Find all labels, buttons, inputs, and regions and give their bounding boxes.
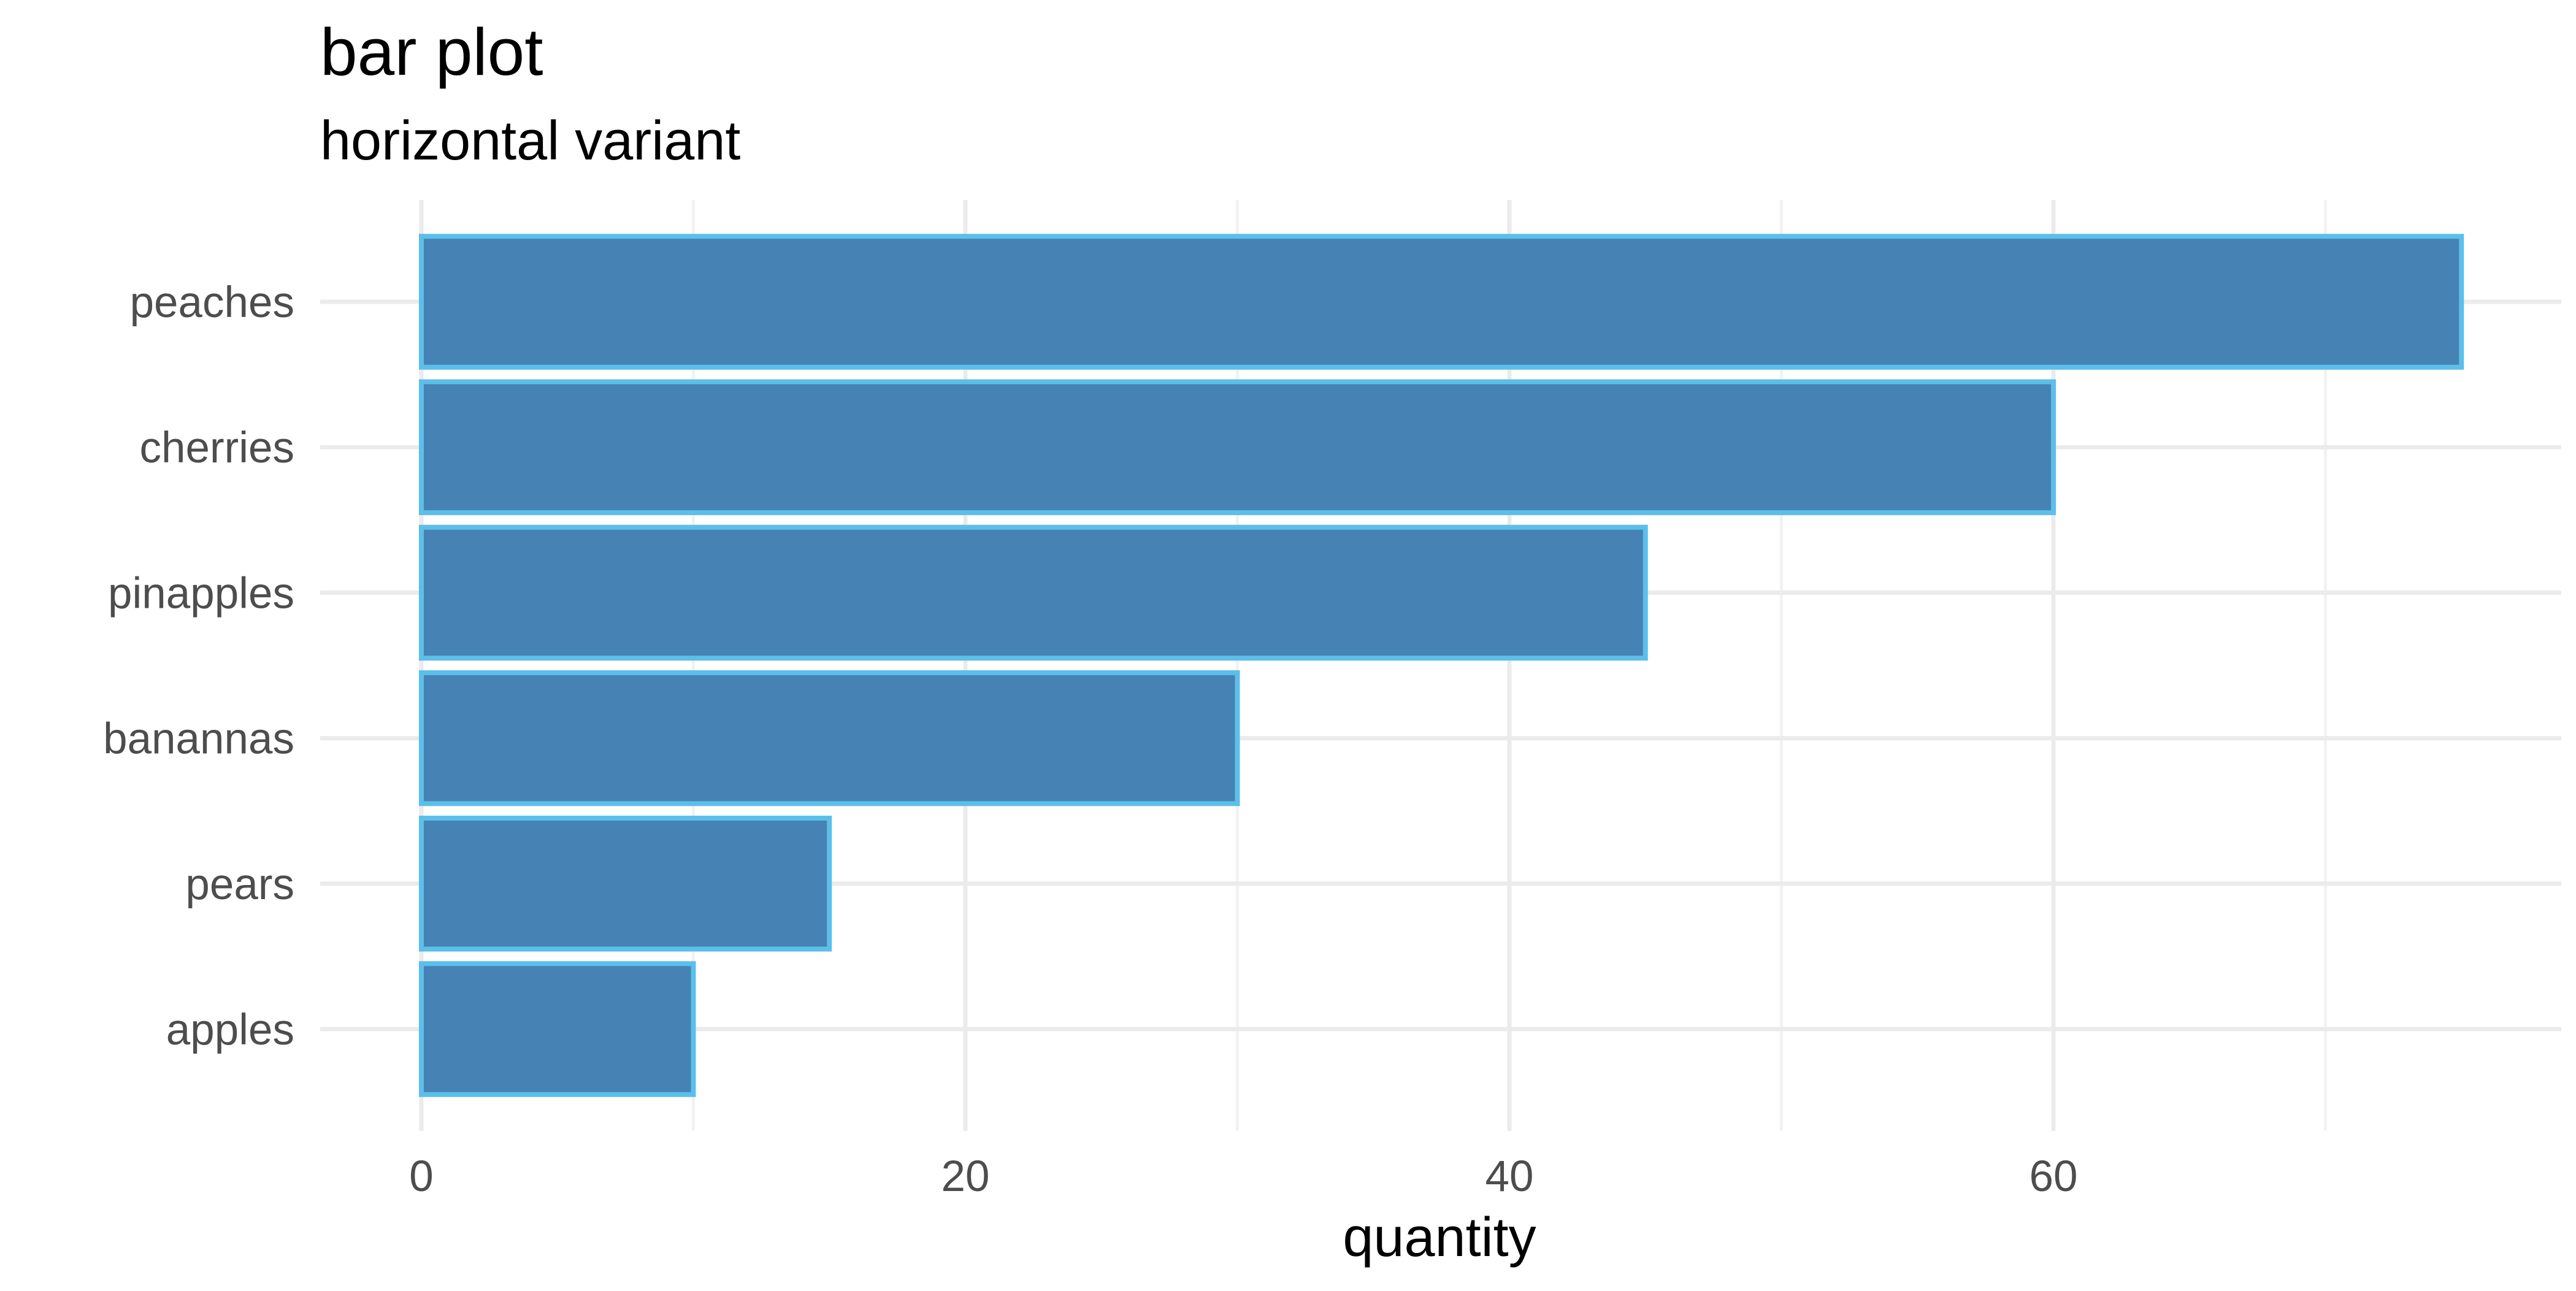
x-axis-title: quantity — [1343, 1207, 1536, 1268]
y-tick-label: pears — [185, 860, 294, 909]
y-tick-label: banannas — [103, 715, 294, 764]
bar-cherries — [419, 379, 2056, 515]
bar-pears — [419, 816, 832, 952]
y-tick-label: peaches — [130, 278, 294, 327]
bar-apples — [419, 961, 696, 1097]
y-tick-label: pinapples — [108, 569, 294, 618]
bar-layer — [419, 234, 2464, 1097]
bar-pinapples — [419, 524, 1648, 661]
bar-peaches — [419, 234, 2464, 370]
bar-banannas — [419, 670, 1240, 806]
chart-subtitle: horizontal variant — [320, 110, 740, 172]
y-tick-label: apples — [166, 1006, 294, 1054]
y-tick-label: cherries — [139, 424, 294, 472]
chart-title: bar plot — [320, 15, 543, 90]
x-tick-label: 40 — [1485, 1152, 1534, 1201]
x-tick-label: 20 — [941, 1152, 990, 1201]
x-tick-label: 60 — [2030, 1152, 2078, 1201]
tick-layer: apples pears banannas pinapples cherries peac… — [103, 278, 2077, 1201]
x-tick-label: 0 — [409, 1152, 434, 1201]
